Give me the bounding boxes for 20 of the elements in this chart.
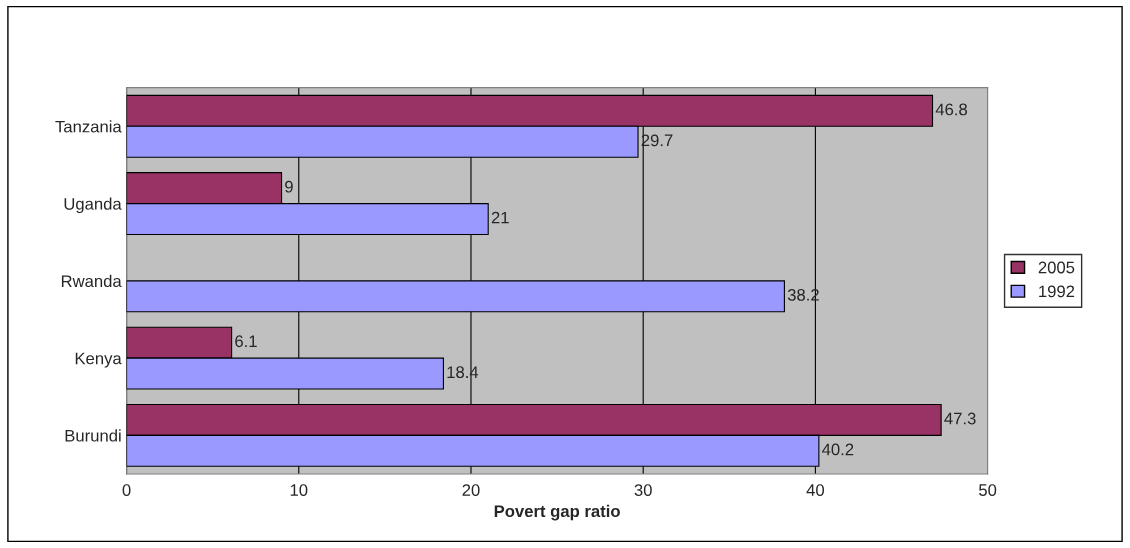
data-label: 46.8: [935, 103, 967, 116]
y-tick-label: Rwanda: [61, 274, 122, 288]
data-label: 9: [285, 180, 293, 193]
x-axis-title: Povert gap ratio: [494, 504, 620, 521]
x-tick-label: 0: [122, 484, 131, 496]
x-tick-label: 20: [462, 484, 480, 496]
x-tick-label: 30: [634, 484, 652, 496]
data-label: 47.3: [944, 412, 976, 425]
data-label: 21: [491, 211, 509, 224]
y-tick-label: Uganda: [64, 197, 122, 214]
data-label: 40.2: [822, 443, 854, 456]
x-tick-label: 10: [290, 484, 308, 496]
legend-label: 2005: [1038, 261, 1075, 274]
y-tick-label: Kenya: [75, 352, 122, 368]
legend-label: 1992: [1039, 285, 1075, 298]
x-tick-label: 40: [806, 484, 825, 496]
x-tick-label: 50: [979, 484, 997, 496]
y-tick-label: Tanzania: [55, 120, 122, 133]
data-label: 6.1: [235, 335, 257, 348]
y-tick-label: Burundi: [65, 429, 121, 442]
